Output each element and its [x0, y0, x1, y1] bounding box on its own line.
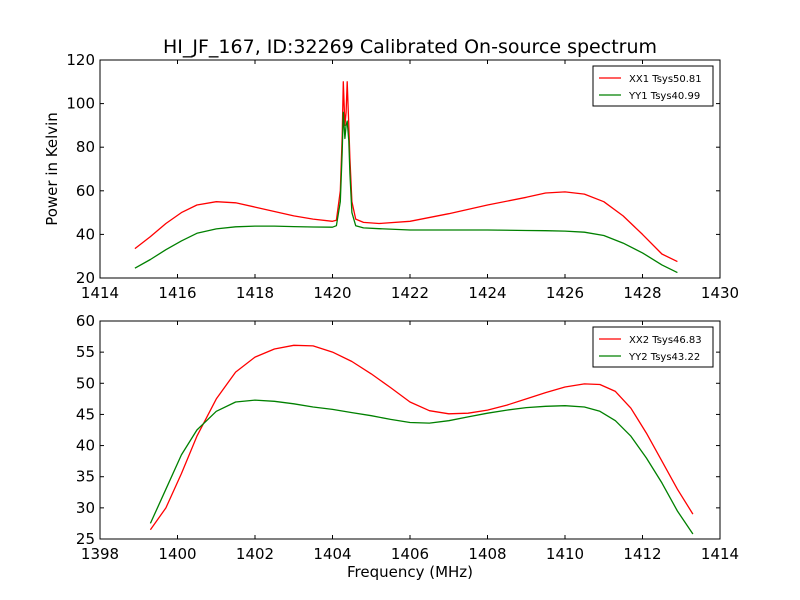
series-line-2 [149, 399, 694, 535]
x-axis-label: Frequency (MHz) [347, 563, 473, 581]
y-tick-label: 60 [76, 182, 95, 200]
y-tick-label: 20 [76, 269, 95, 287]
x-tick-label: 1418 [236, 284, 274, 302]
lower-panel: 1398 1400 1402 1404 1406 1408 1410 1412 1414 25 30… [76, 312, 739, 563]
y-tick-label: 60 [76, 312, 95, 330]
x-tick-label: 1414 [701, 545, 739, 563]
legend-label: YY2 Tsys43.22 [628, 352, 700, 363]
y-tick-label: 45 [76, 405, 95, 423]
y-tick-label: 30 [76, 499, 95, 517]
x-tick-label: 1404 [313, 545, 351, 563]
y-tick-label: 40 [76, 225, 95, 243]
figure-title: HI_JF_167, ID:32269 Calibrated On-source… [163, 36, 657, 58]
legend-label: YY1 Tsys40.99 [628, 91, 700, 102]
x-tick-label: 1416 [158, 284, 196, 302]
series-line-1 [149, 344, 694, 531]
y-tick-label: 35 [76, 468, 95, 486]
x-tick-label: 1402 [236, 545, 274, 563]
x-tick-label: 1420 [313, 284, 351, 302]
y-tick-label: 80 [76, 138, 95, 156]
x-tick-label: 1430 [701, 284, 739, 302]
x-tick-label: 1412 [623, 545, 661, 563]
legend-label: XX1 Tsys50.81 [629, 74, 702, 85]
x-tick-label: 1400 [158, 545, 196, 563]
x-tick-label: 1426 [546, 284, 584, 302]
y-tick-label: 40 [76, 437, 95, 455]
x-tick-label: 1424 [468, 284, 506, 302]
x-tick-label: 1414 [81, 284, 119, 302]
x-tick-label: 1410 [546, 545, 584, 563]
series-line-1 [134, 81, 678, 263]
x-tick-label: 1398 [81, 545, 119, 563]
series-line-2 [134, 111, 678, 274]
y-tick-label: 100 [66, 95, 95, 113]
legend-label: XX2 Tsys46.83 [629, 335, 702, 346]
x-tick-label: 1428 [623, 284, 661, 302]
y-tick-label: 25 [76, 530, 95, 548]
legend: XX2 Tsys46.83 YY2 Tsys43.22 [592, 326, 714, 368]
legend-box [592, 65, 714, 107]
y-tick-label: 50 [76, 374, 95, 392]
y-axis-label: Power in Kelvin [43, 112, 61, 226]
upper-panel: 1414 1416 1418 1420 1422 1424 1426 1428 1430 20 40… [66, 51, 739, 302]
x-tick-label: 1422 [391, 284, 429, 302]
legend-box [592, 326, 714, 368]
y-tick-label: 120 [66, 51, 95, 69]
x-tick-label: 1406 [391, 545, 429, 563]
y-tick-label: 55 [76, 343, 95, 361]
x-tick-label: 1408 [468, 545, 506, 563]
legend: XX1 Tsys50.81 YY1 Tsys40.99 [592, 65, 714, 107]
